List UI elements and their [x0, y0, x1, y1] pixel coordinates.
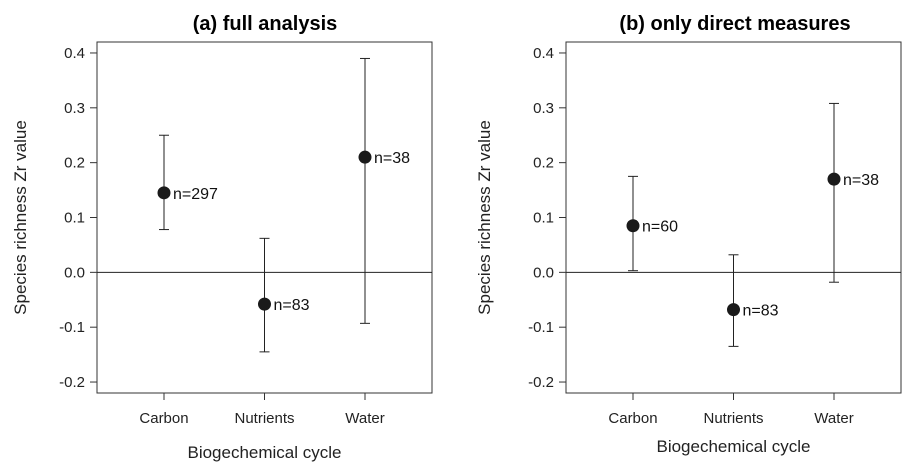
y-tick-label: -0.1: [59, 319, 85, 336]
chart-title: (b) only direct measures: [619, 13, 850, 35]
y-tick-label: 0.4: [64, 45, 85, 62]
data-point: [727, 303, 740, 317]
x-tick-label: Water: [814, 410, 853, 427]
x-axis-label: Biogechemical cycle: [187, 443, 341, 462]
data-point: [827, 172, 841, 186]
y-tick-label: -0.1: [528, 319, 554, 336]
y-tick-label: 0.0: [533, 264, 554, 281]
chart-title: (a) full analysis: [193, 13, 338, 35]
y-tick-label: 0.0: [64, 264, 85, 281]
x-tick-label: Carbon: [139, 410, 188, 427]
y-tick-label: 0.2: [533, 155, 554, 172]
x-tick-label: Nutrients: [234, 410, 294, 427]
sample-size-label: n=297: [173, 186, 218, 203]
x-tick-label: Water: [345, 410, 384, 427]
sample-size-label: n=38: [843, 172, 879, 189]
y-tick-label: 0.4: [533, 45, 554, 62]
y-tick-label: 0.2: [64, 155, 85, 172]
sample-size-label: n=83: [743, 303, 779, 320]
x-tick-label: Nutrients: [703, 410, 763, 427]
y-tick-label: 0.1: [64, 210, 85, 227]
sample-size-label: n=83: [274, 297, 310, 314]
y-tick-label: -0.2: [528, 374, 554, 391]
data-point: [258, 297, 271, 311]
x-tick-label: Carbon: [608, 410, 657, 427]
data-point: [358, 150, 372, 164]
sample-size-label: n=38: [374, 150, 410, 167]
x-axis-label: Biogechemical cycle: [656, 437, 810, 456]
y-axis-label: Species richness Zr value: [475, 120, 494, 315]
y-axis-label: Species richness Zr value: [11, 120, 30, 315]
chart-panel-b: (b) only direct measures -0.2 -0.1 0.0 0.1 0.…: [475, 13, 902, 456]
data-point: [626, 219, 640, 233]
data-point: [157, 186, 171, 200]
chart-panel-a: (a) full analysis -0.2 -0.1 0.0 0.1 0.2 0.3 0.4…: [11, 13, 433, 462]
y-tick-label: 0.3: [64, 100, 85, 117]
y-tick-label: -0.2: [59, 374, 85, 391]
sample-size-label: n=60: [642, 219, 678, 236]
y-tick-label: 0.1: [533, 210, 554, 227]
y-tick-label: 0.3: [533, 100, 554, 117]
